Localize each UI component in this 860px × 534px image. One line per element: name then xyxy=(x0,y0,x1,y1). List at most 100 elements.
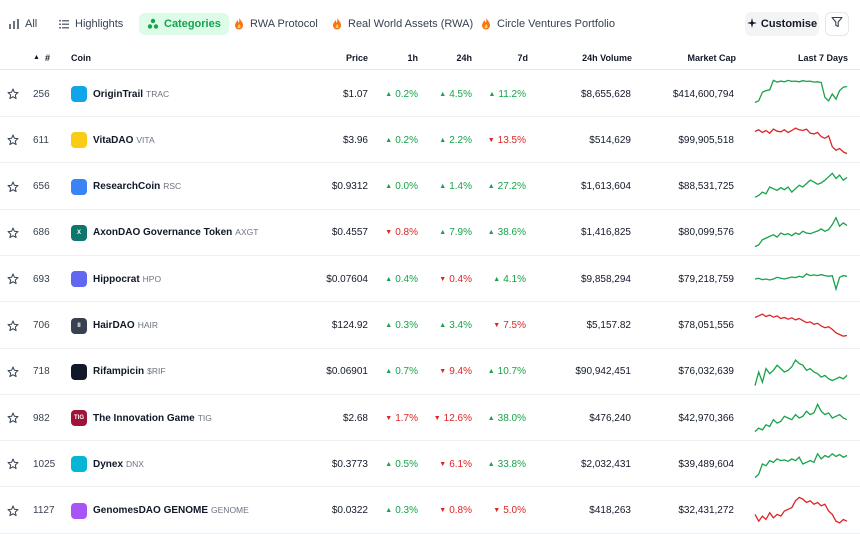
column-market-cap[interactable]: Market Cap xyxy=(687,53,736,63)
sparkline-series xyxy=(754,273,848,292)
table-row[interactable]: 982 TIG The Innovation Game TIG $2.68 ▼ 1.… xyxy=(0,395,860,442)
table-row[interactable]: 656 ResearchCoin RSC $0.9312 ▲ 0.0% ▲ 1.4% … xyxy=(0,164,860,210)
customise-button[interactable]: Customise xyxy=(745,12,819,36)
favorite-star-icon[interactable] xyxy=(7,395,21,441)
change-7d: ▲ 38.0% xyxy=(482,395,526,441)
coin-logo-text: X xyxy=(76,229,81,236)
sparkline-series xyxy=(754,79,848,104)
favorite-star-icon[interactable] xyxy=(7,210,21,256)
change-1h: ▲ 0.2% xyxy=(378,71,418,117)
change-24h: ▲ 2.2% xyxy=(428,117,472,163)
change-24h: ▼ 0.4% xyxy=(428,256,472,302)
coin-link[interactable]: ResearchCoin RSC xyxy=(71,164,181,210)
coin-link[interactable]: GenomesDAO GENOME GENOME xyxy=(71,488,249,534)
change-arrow-icon: ▼ xyxy=(493,322,501,329)
change-arrow-icon: ▼ xyxy=(385,229,393,237)
table-row[interactable]: 686 X AxonDAO Governance Token AXGT $0.45… xyxy=(0,210,860,256)
change-arrow-icon: ▲ xyxy=(487,460,495,468)
coin-rank: 1127 xyxy=(33,505,55,517)
volume-24h: $1,613,604 xyxy=(580,181,631,193)
favorite-star-icon[interactable] xyxy=(7,303,21,349)
coin-name: AxonDAO Governance Token xyxy=(93,227,233,239)
sparkline-chart xyxy=(754,172,848,198)
column-24h[interactable]: 24h xyxy=(456,53,472,63)
coin-symbol: TRAC xyxy=(146,88,170,99)
tab-circle-ventures-portfolio[interactable]: Circle Ventures Portfolio xyxy=(480,13,615,35)
tab-categories[interactable]: Categories xyxy=(139,13,229,35)
column-rank[interactable]: # xyxy=(45,53,51,63)
change-7d: ▲ 4.1% xyxy=(482,256,526,302)
favorite-star-icon[interactable] xyxy=(7,256,21,302)
coin-link[interactable]: TIG The Innovation Game TIG xyxy=(71,395,212,441)
coin-link[interactable]: OriginTrail TRAC xyxy=(71,71,169,117)
sparkline-chart xyxy=(754,452,848,479)
change-24h: ▼ 6.1% xyxy=(428,441,472,487)
coin-link[interactable]: Dynex DNX xyxy=(71,441,144,487)
favorite-star-icon[interactable] xyxy=(7,349,21,395)
change-1h: ▲ 0.2% xyxy=(378,117,418,163)
column-last-7-days: Last 7 Days xyxy=(797,53,848,63)
coin-symbol: HAIR xyxy=(137,320,158,330)
tab-rwa-protocol[interactable]: RWA Protocol xyxy=(233,13,318,35)
favorite-star-icon[interactable] xyxy=(7,441,21,487)
sparkline-series xyxy=(754,312,848,337)
coin-link[interactable]: Rifampicin $RIF xyxy=(71,349,166,395)
coin-price: $0.0322 xyxy=(331,505,368,517)
column-coin[interactable]: Coin xyxy=(71,53,91,63)
change-arrow-icon: ▲ xyxy=(487,368,495,376)
coin-link[interactable]: VitaDAO VITA xyxy=(71,117,155,163)
change-1h: ▲ 0.7% xyxy=(378,349,418,395)
table-row[interactable]: 706 II HairDAO HAIR $124.92 ▲ 0.3% ▲ 3.4% ▼… xyxy=(0,303,860,349)
favorite-star-icon[interactable] xyxy=(7,71,21,117)
favorite-star-icon[interactable] xyxy=(7,117,21,163)
change-1h: ▲ 0.5% xyxy=(378,441,418,487)
tab-real-world-assets[interactable]: Real World Assets (RWA) xyxy=(331,13,473,35)
column-1h[interactable]: 1h xyxy=(407,53,418,63)
table-row[interactable]: 611 VitaDAO VITA $3.96 ▲ 0.2% ▲ 2.2% ▼ 13.5%… xyxy=(0,117,860,164)
change-arrow-icon: ▼ xyxy=(439,507,447,515)
coin-logo-text: II xyxy=(77,322,81,329)
column-24h-volume[interactable]: 24h Volume xyxy=(582,53,632,63)
column-price[interactable]: Price xyxy=(345,53,368,63)
coin-link[interactable]: II HairDAO HAIR xyxy=(71,303,158,349)
change-7d-value: 4.1% xyxy=(503,273,526,285)
change-24h-value: 3.4% xyxy=(449,320,472,331)
tab-highlights[interactable]: Highlights xyxy=(58,13,123,35)
change-7d-value: 10.7% xyxy=(497,366,526,378)
change-arrow-icon: ▲ xyxy=(487,183,495,191)
tab-all[interactable]: All xyxy=(8,13,37,35)
coin-name: Dynex xyxy=(93,458,124,470)
change-arrow-icon: ▼ xyxy=(439,460,447,468)
sparkline-chart xyxy=(754,127,848,155)
coin-name: GenomesDAO GENOME xyxy=(93,505,209,517)
change-7d: ▼ 13.5% xyxy=(482,117,526,163)
sparkline-series xyxy=(754,452,848,479)
table-row[interactable]: 256 OriginTrail TRAC $1.07 ▲ 0.2% ▲ 4.5% ▲ 1… xyxy=(0,71,860,117)
volume-24h: $2,032,431 xyxy=(580,458,631,470)
sort-arrow-icon[interactable]: ▲ xyxy=(33,54,40,61)
coin-link[interactable]: Hippocrat HPO xyxy=(71,256,161,302)
favorite-star-icon[interactable] xyxy=(7,488,21,534)
column-7d[interactable]: 7d xyxy=(517,53,528,63)
coin-name: OriginTrail xyxy=(93,88,144,100)
coin-logo-icon xyxy=(71,502,87,519)
change-24h-value: 6.1% xyxy=(449,458,472,470)
market-cap: $78,051,556 xyxy=(678,320,734,331)
change-1h: ▲ 0.4% xyxy=(378,256,418,302)
table-row[interactable]: 718 Rifampicin $RIF $0.06901 ▲ 0.7% ▼ 9.4% … xyxy=(0,349,860,395)
table-row[interactable]: 1025 Dynex DNX $0.3773 ▲ 0.5% ▼ 6.1% ▲ 33.8%… xyxy=(0,441,860,488)
change-1h-value: 0.2% xyxy=(395,134,418,146)
table-row[interactable]: 1127 GenomesDAO GENOME GENOME $0.0322 ▲ 0.… xyxy=(0,488,860,534)
coin-link[interactable]: X AxonDAO Governance Token AXGT xyxy=(71,210,258,256)
change-arrow-icon: ▲ xyxy=(439,229,447,237)
favorite-star-icon[interactable] xyxy=(7,164,21,210)
volume-24h: $9,858,294 xyxy=(580,273,631,285)
table-row[interactable]: 693 Hippocrat HPO $0.07604 ▲ 0.4% ▼ 0.4% ▲ 4… xyxy=(0,256,860,303)
coin-price: $0.3773 xyxy=(331,458,368,470)
fire-icon xyxy=(233,18,245,30)
coin-name: Rifampicin xyxy=(93,366,145,378)
coin-price: $2.68 xyxy=(342,412,368,424)
filter-button[interactable] xyxy=(825,12,849,36)
change-1h-value: 0.3% xyxy=(395,505,418,517)
tab-label: Real World Assets (RWA) xyxy=(348,18,474,30)
